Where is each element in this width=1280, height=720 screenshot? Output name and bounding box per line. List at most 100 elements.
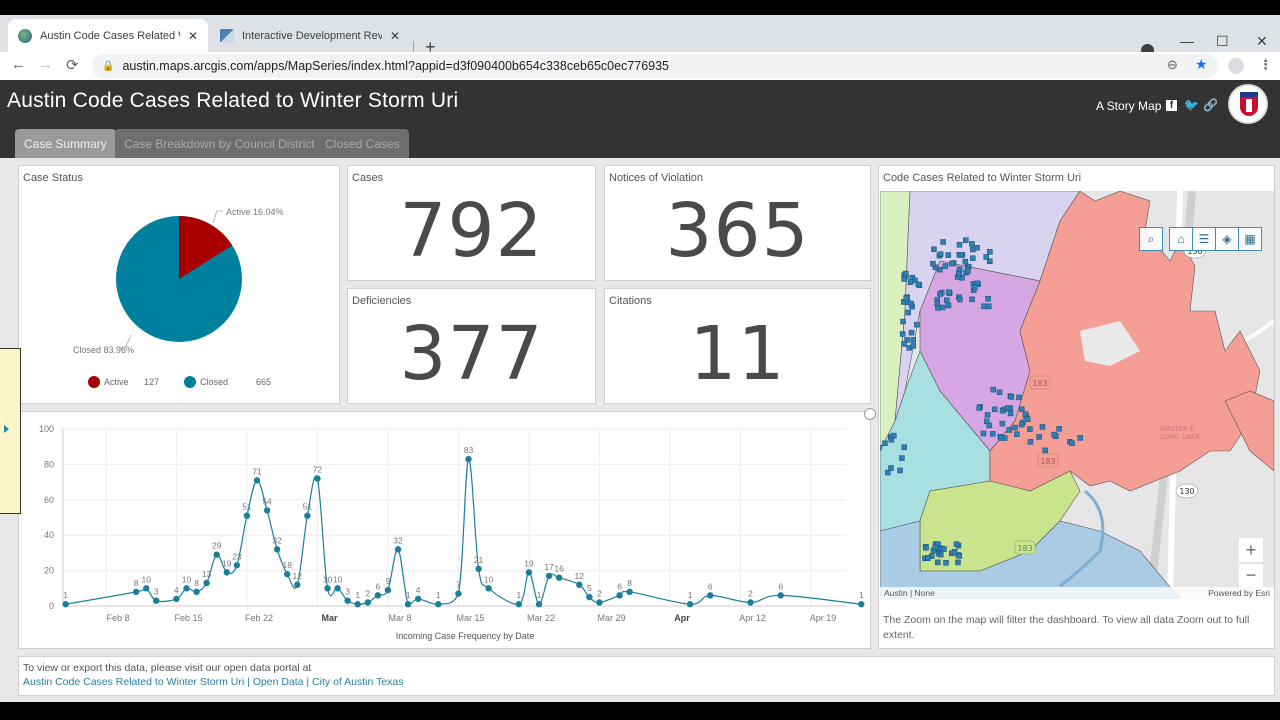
data-point[interactable]	[455, 590, 462, 597]
case-marker[interactable]	[937, 251, 944, 257]
layers-icon[interactable]: ◈	[1215, 227, 1239, 251]
data-point[interactable]	[334, 585, 341, 592]
case-marker[interactable]	[1012, 424, 1018, 431]
case-marker[interactable]	[996, 389, 1003, 396]
case-marker[interactable]	[942, 263, 949, 269]
data-point[interactable]	[525, 569, 533, 576]
data-point[interactable]	[485, 585, 492, 592]
data-point[interactable]	[626, 588, 633, 596]
data-point[interactable]	[324, 585, 331, 592]
data-point[interactable]	[183, 585, 190, 592]
case-marker[interactable]	[956, 553, 963, 559]
zoom-in-button[interactable]: +	[1239, 538, 1263, 562]
tab-case-summary[interactable]: Case Summary	[15, 129, 116, 158]
data-point[interactable]	[203, 579, 210, 587]
case-marker[interactable]	[937, 551, 944, 558]
case-marker[interactable]	[999, 420, 1006, 427]
legend-item-active[interactable]: Active 127	[88, 376, 159, 388]
case-marker[interactable]	[1006, 427, 1013, 433]
case-marker[interactable]	[910, 337, 916, 343]
case-marker[interactable]	[976, 405, 983, 411]
twitter-icon[interactable]: 🐦	[1184, 98, 1199, 112]
case-marker[interactable]	[925, 555, 931, 561]
case-marker[interactable]	[931, 246, 937, 253]
case-marker[interactable]	[945, 289, 952, 295]
case-marker[interactable]	[901, 444, 907, 451]
case-marker[interactable]	[990, 431, 996, 437]
side-panel-toggle[interactable]	[0, 348, 21, 514]
case-marker[interactable]	[969, 241, 975, 247]
case-marker[interactable]	[939, 304, 946, 311]
case-marker[interactable]	[963, 237, 969, 243]
zoom-out-button[interactable]: −	[1239, 563, 1263, 587]
case-marker[interactable]	[1024, 416, 1031, 422]
maximize-button[interactable]: ☐	[1216, 33, 1229, 49]
data-point[interactable]	[253, 477, 261, 484]
search-icon[interactable]: ⌕	[1139, 227, 1163, 251]
case-marker[interactable]	[1027, 426, 1033, 432]
case-marker[interactable]	[999, 407, 1006, 414]
close-window-button[interactable]: ✕	[1256, 33, 1268, 49]
case-marker[interactable]	[930, 260, 936, 267]
case-marker[interactable]	[1019, 406, 1025, 413]
bookmark-star-icon[interactable]: ★	[1195, 56, 1208, 72]
case-marker[interactable]	[986, 303, 992, 310]
basemap-gallery-icon[interactable]: ▦	[1238, 227, 1262, 251]
data-point[interactable]	[384, 586, 392, 594]
case-marker[interactable]	[974, 244, 980, 251]
data-point[interactable]	[304, 512, 311, 519]
case-marker[interactable]	[985, 295, 991, 302]
data-point[interactable]	[263, 507, 271, 514]
browser-tab-active[interactable]: Austin Code Cases Related Winte ✕	[8, 19, 208, 52]
data-point[interactable]	[143, 585, 150, 592]
case-marker[interactable]	[1027, 439, 1034, 445]
data-point[interactable]	[193, 588, 200, 596]
case-marker[interactable]	[943, 560, 949, 566]
case-marker[interactable]	[899, 455, 905, 461]
case-marker[interactable]	[1042, 447, 1048, 454]
case-marker[interactable]	[1069, 440, 1075, 446]
case-marker[interactable]	[990, 386, 996, 393]
tab-case-breakdown[interactable]: Case Breakdown by Council District	[115, 129, 324, 158]
case-marker[interactable]	[935, 305, 941, 311]
browser-menu-icon[interactable]: ⋮	[1259, 57, 1272, 72]
case-marker[interactable]	[888, 465, 894, 471]
case-marker[interactable]	[964, 268, 971, 275]
data-point[interactable]	[173, 595, 180, 603]
case-marker[interactable]	[935, 559, 941, 566]
data-point[interactable]	[223, 569, 230, 576]
case-marker[interactable]	[980, 430, 987, 437]
data-point[interactable]	[596, 599, 603, 606]
data-point[interactable]	[747, 599, 754, 606]
data-point[interactable]	[354, 601, 361, 608]
case-marker[interactable]	[908, 300, 915, 307]
data-point[interactable]	[545, 572, 553, 580]
case-marker[interactable]	[970, 255, 976, 261]
open-data-link[interactable]: Austin Code Cases Related to Winter Stor…	[23, 676, 404, 688]
data-point[interactable]	[132, 588, 140, 596]
case-marker[interactable]	[1036, 434, 1042, 440]
case-marker[interactable]	[1007, 410, 1014, 417]
case-marker[interactable]	[956, 242, 963, 248]
new-tab-button[interactable]: +	[425, 37, 436, 57]
case-marker[interactable]	[945, 252, 952, 258]
case-marker[interactable]	[957, 296, 963, 303]
case-marker[interactable]	[904, 337, 910, 343]
line-chart[interactable]: 0 20 40 60 80 100 Feb 8 Feb 15 Feb 22 Mar Mar 8 Mar…	[19, 412, 872, 650]
map-canvas[interactable]: 130 130 183 183 183 WALTER E. LONG LAKE	[880, 191, 1274, 599]
data-point[interactable]	[344, 597, 351, 604]
data-point[interactable]	[475, 565, 482, 573]
data-point[interactable]	[465, 455, 472, 463]
data-point[interactable]	[394, 546, 402, 553]
zoom-indicator-icon[interactable]: ⊖	[1167, 57, 1178, 72]
legend-icon[interactable]: ☰	[1192, 227, 1216, 251]
minimize-button[interactable]: —	[1180, 33, 1194, 49]
address-bar[interactable]: 🔒 austin.maps.arcgis.com/apps/MapSeries/…	[92, 54, 1218, 78]
case-marker[interactable]	[1018, 421, 1025, 428]
data-point[interactable]	[616, 592, 623, 599]
data-point[interactable]	[686, 601, 694, 608]
link-icon[interactable]: 🔗	[1203, 98, 1218, 112]
case-marker[interactable]	[941, 546, 947, 552]
case-marker[interactable]	[969, 296, 975, 303]
data-point[interactable]	[284, 570, 291, 578]
